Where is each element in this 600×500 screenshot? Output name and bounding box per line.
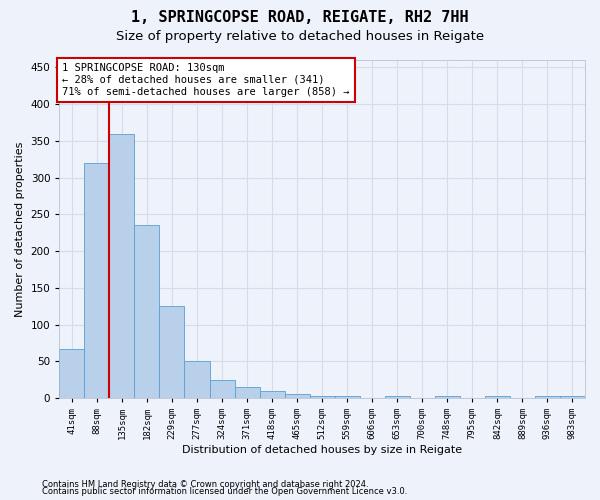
Bar: [485, 396, 510, 398]
Bar: [560, 396, 585, 398]
Y-axis label: Number of detached properties: Number of detached properties: [15, 142, 25, 317]
Bar: [85, 163, 109, 398]
Bar: [385, 396, 410, 398]
Text: 1, SPRINGCOPSE ROAD, REIGATE, RH2 7HH: 1, SPRINGCOPSE ROAD, REIGATE, RH2 7HH: [131, 10, 469, 25]
Text: Size of property relative to detached houses in Reigate: Size of property relative to detached ho…: [116, 30, 484, 43]
Bar: [109, 134, 134, 398]
Bar: [310, 396, 335, 398]
X-axis label: Distribution of detached houses by size in Reigate: Distribution of detached houses by size …: [182, 445, 462, 455]
Bar: [184, 362, 209, 398]
Bar: [284, 394, 310, 398]
Text: 1 SPRINGCOPSE ROAD: 130sqm
← 28% of detached houses are smaller (341)
71% of sem: 1 SPRINGCOPSE ROAD: 130sqm ← 28% of deta…: [62, 64, 349, 96]
Bar: [160, 306, 184, 398]
Bar: [134, 226, 160, 398]
Bar: [260, 391, 284, 398]
Text: Contains public sector information licensed under the Open Government Licence v3: Contains public sector information licen…: [42, 487, 407, 496]
Bar: [209, 380, 235, 398]
Text: Contains HM Land Registry data © Crown copyright and database right 2024.: Contains HM Land Registry data © Crown c…: [42, 480, 368, 489]
Bar: [335, 396, 360, 398]
Bar: [535, 396, 560, 398]
Bar: [59, 349, 85, 398]
Bar: [235, 387, 260, 398]
Bar: [435, 396, 460, 398]
